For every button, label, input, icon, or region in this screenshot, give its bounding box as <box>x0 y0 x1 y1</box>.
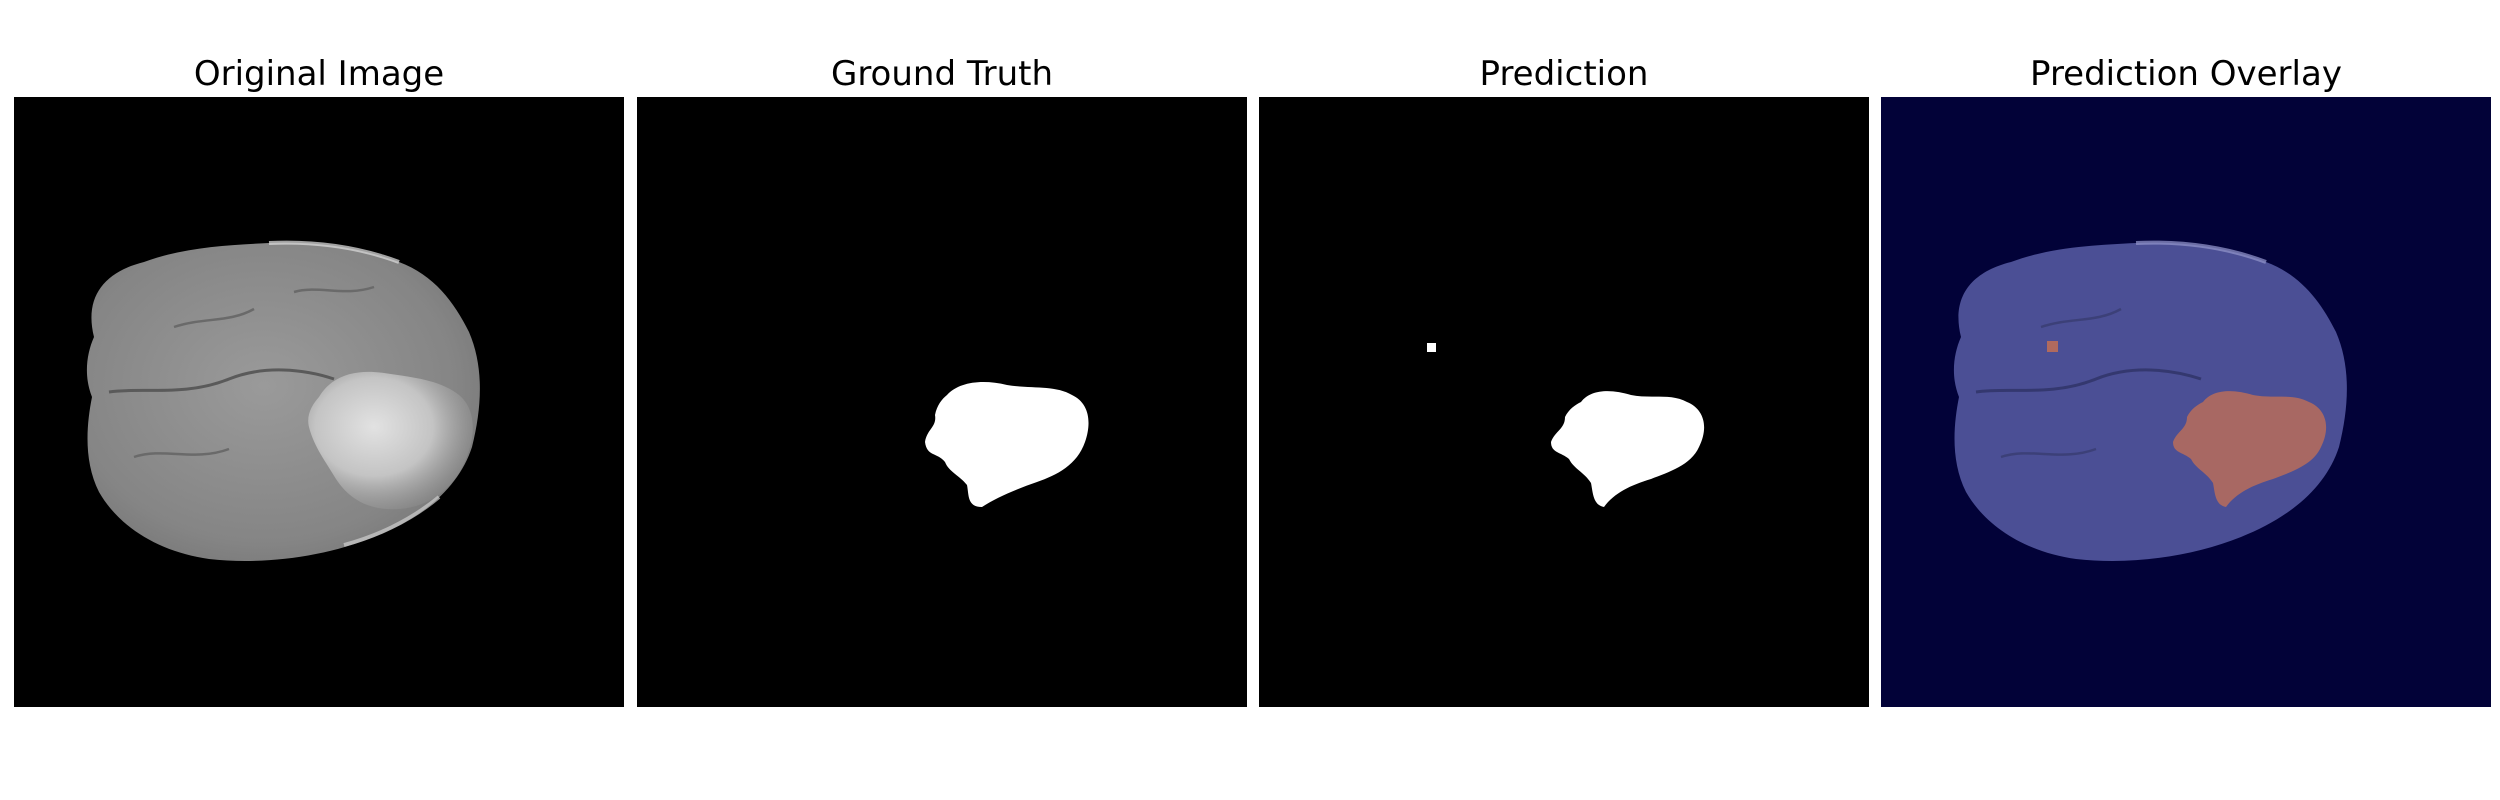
sulcus-line <box>108 368 335 394</box>
original-image-panel: Original Image <box>14 52 624 712</box>
sulcus-line <box>133 447 230 459</box>
prediction-overlay-panel: Prediction Overlay <box>1881 52 2491 712</box>
tumor-overlay <box>2173 391 2327 507</box>
sulcus-line <box>173 307 255 329</box>
brain-edge-highlight-lower <box>343 495 441 547</box>
ground-truth-panel: Ground Truth <box>637 52 1247 712</box>
panel-title: Prediction <box>1479 54 1649 94</box>
brain-edge-highlight <box>268 240 400 264</box>
sulcus-line <box>1975 368 2202 394</box>
sulcus-line <box>293 285 375 294</box>
tumor-region <box>308 371 473 510</box>
false-positive-spot <box>1427 343 1436 352</box>
prediction-overlay-image <box>1881 97 2491 707</box>
panel-title: Original Image <box>193 54 445 94</box>
panel-title: Prediction Overlay <box>2030 54 2342 94</box>
original-mri-image <box>14 97 624 707</box>
tumor-mask <box>1551 391 1705 507</box>
panel-title: Ground Truth <box>830 54 1054 94</box>
image-background <box>1259 97 1869 707</box>
prediction-mask <box>1259 97 1869 707</box>
sulcus-line <box>2040 307 2122 329</box>
false-positive-spot-overlay <box>2047 341 2058 352</box>
prediction-panel: Prediction <box>1259 52 1869 712</box>
tumor-mask <box>925 382 1089 507</box>
ground-truth-mask <box>637 97 1247 707</box>
brain-edge-highlight <box>2135 240 2267 264</box>
sulcus-line <box>2000 447 2097 459</box>
